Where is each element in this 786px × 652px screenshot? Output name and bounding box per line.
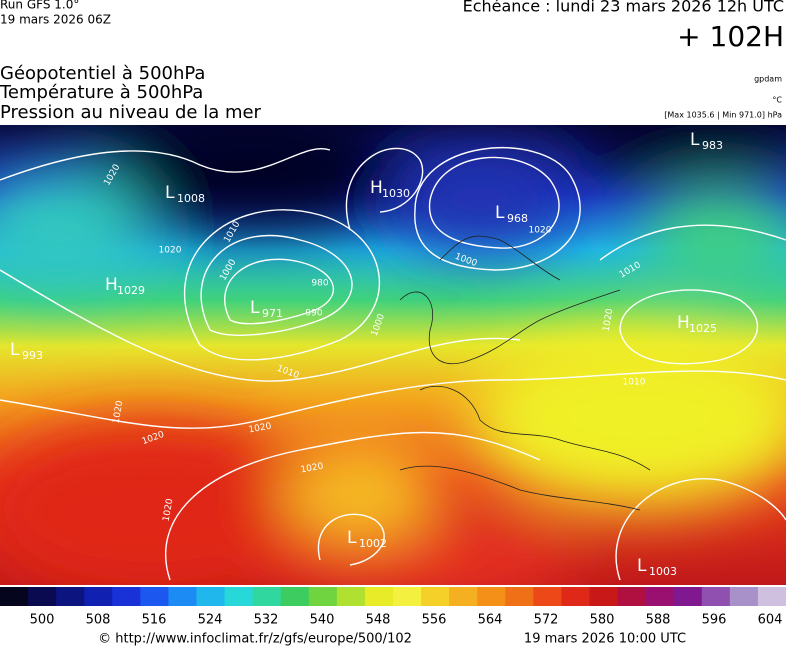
colorbar-swatch	[729, 587, 759, 606]
colorbar-swatch	[589, 587, 619, 606]
colorbar-tick-label: 556	[422, 613, 447, 628]
colorbar-swatch	[252, 587, 282, 606]
isobar-label: 1020	[112, 400, 126, 425]
colorbar-swatch	[701, 587, 731, 606]
colorbar-tick-label: 564	[478, 613, 503, 628]
run-date: 19 mars 2026 06Z	[0, 13, 111, 27]
center-kind: L	[690, 130, 700, 150]
center-value: 1025	[689, 322, 717, 335]
isobar-label: 990	[305, 309, 322, 319]
colorbar-swatch	[645, 587, 675, 606]
isobar-label: 1020	[159, 246, 182, 256]
colorbar-swatch	[533, 587, 562, 606]
colorbar-swatch	[477, 587, 506, 606]
colorbar-swatch	[224, 587, 254, 606]
center-kind: H	[105, 275, 118, 295]
colorbar-swatch	[505, 587, 534, 606]
isobar-label: 1020	[162, 498, 176, 523]
title: Température à 500hPa	[0, 82, 203, 103]
center-kind: L	[495, 203, 505, 223]
center-value: 1030	[382, 187, 410, 200]
colorbar-swatch	[0, 587, 29, 606]
center-value: 1002	[359, 537, 387, 550]
coastlines	[399, 235, 651, 511]
colorbar-swatch	[196, 587, 226, 606]
run: Run GFS 1.0°	[0, 0, 79, 12]
unit: °C	[772, 96, 782, 105]
colorbar-swatch	[757, 587, 786, 606]
center-value: 1029	[117, 284, 145, 297]
center-value: 1003	[649, 565, 677, 578]
colorbar-tick-label: 516	[142, 613, 167, 628]
colorbar-swatch	[449, 587, 478, 606]
center-kind: L	[250, 298, 260, 318]
colorbar-swatch	[336, 587, 366, 606]
center-value: 968	[507, 212, 528, 225]
center-value: 1008	[177, 192, 205, 205]
center-value: 993	[22, 349, 43, 362]
center-value: 971	[262, 307, 283, 320]
colorbar-tick-label: 572	[534, 613, 559, 628]
isobar-label: 1020	[529, 226, 552, 236]
colorbar-tick-label: 604	[758, 613, 783, 628]
colorbar-tick-label: 548	[366, 613, 391, 628]
colorbar-swatch	[364, 587, 394, 606]
colorbar-tick-label: 508	[86, 613, 111, 628]
title: Pression au niveau de la mer	[0, 102, 262, 123]
isobar-label: 1020	[602, 308, 616, 333]
isobar-label: 1010	[623, 378, 646, 388]
colorbar-swatch	[28, 587, 57, 606]
isobars	[0, 147, 786, 581]
colorbar-tick-label: 524	[198, 613, 223, 628]
center-kind: L	[637, 556, 647, 576]
isobar-label: 1020	[248, 422, 273, 436]
forecast: Echéance : lundi 23 mars 2026 12h UTC	[463, 0, 784, 16]
center-kind: H	[677, 313, 690, 333]
colorbar-swatch	[56, 587, 85, 606]
center-value: 983	[702, 139, 723, 152]
colorbar-tick-label: 596	[702, 613, 727, 628]
colorbar-swatch	[112, 587, 141, 606]
footer-source: © http://www.infoclimat.fr/z/gfs/europe/…	[98, 632, 412, 647]
colorbar-swatch	[140, 587, 169, 606]
colorbar-swatch	[421, 587, 450, 606]
colorbar-tick-label: 540	[310, 613, 335, 628]
colorbar-swatch	[280, 587, 310, 606]
extremes: [Max 1035.6 | Min 971.0] hPa	[664, 111, 782, 120]
colorbar-tick-label: 500	[30, 613, 55, 628]
center-kind: L	[347, 528, 357, 548]
colorbar-tick-label: 532	[254, 613, 279, 628]
title: Géopotentiel à 500hPa	[0, 63, 205, 84]
colorbar-swatch	[673, 587, 703, 606]
colorbar-swatch	[561, 587, 590, 606]
colorbar-swatch	[393, 587, 422, 606]
center-kind: L	[165, 183, 175, 203]
step: + 102H	[677, 20, 784, 53]
colorbar-swatch	[168, 587, 197, 606]
center-kind: H	[370, 178, 383, 198]
colorbar-swatch	[84, 587, 113, 606]
unit: gpdam	[754, 75, 782, 84]
colorbar-swatch	[308, 587, 338, 606]
map	[0, 125, 786, 585]
isobar-label: 1020	[300, 462, 325, 476]
colorbar-swatch	[617, 587, 647, 606]
colorbar-tick-label: 580	[590, 613, 615, 628]
isobar-label: 980	[311, 279, 328, 289]
footer-issued: 19 mars 2026 10:00 UTC	[524, 632, 686, 647]
colorbar-tick-label: 588	[646, 613, 671, 628]
center-kind: L	[10, 340, 20, 360]
